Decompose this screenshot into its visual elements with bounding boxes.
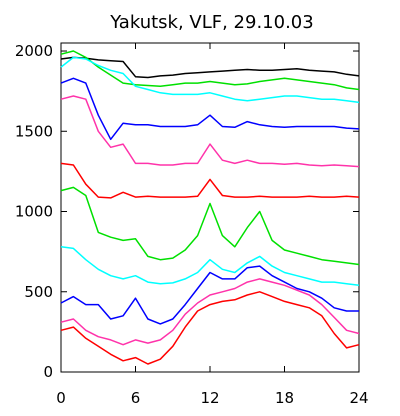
series-line-1 (60, 56, 360, 79)
y-tick-label-500: 500 (24, 283, 53, 301)
x-tick-label-6: 6 (131, 389, 141, 407)
series-line-10 (60, 278, 360, 346)
series-layer (60, 50, 360, 365)
series-line-8 (60, 246, 360, 287)
series-line-7 (60, 186, 360, 266)
series-line-2 (60, 50, 360, 91)
series-line-6 (60, 162, 360, 199)
y-tick-label-0: 0 (43, 363, 53, 381)
y-tick-label-1000: 1000 (15, 203, 53, 221)
series-line-9 (60, 265, 359, 325)
x-tick-label-18: 18 (275, 389, 294, 407)
x-tick-label-12: 12 (200, 389, 219, 407)
series-line-3 (60, 56, 360, 104)
y-tick-label-1500: 1500 (15, 122, 53, 140)
series-line-4 (60, 77, 360, 141)
y-tick-label-2000: 2000 (15, 42, 53, 60)
x-tick-label-0: 0 (56, 389, 66, 407)
tick-layer: 0 6 12 18 24 0 500 1000 1500 2000 (15, 42, 369, 407)
x-tick-label-24: 24 (349, 389, 368, 407)
chart-title: Yakutsk, VLF, 29.10.03 (109, 12, 313, 33)
series-line-11 (60, 291, 360, 365)
series-line-5 (60, 95, 360, 168)
